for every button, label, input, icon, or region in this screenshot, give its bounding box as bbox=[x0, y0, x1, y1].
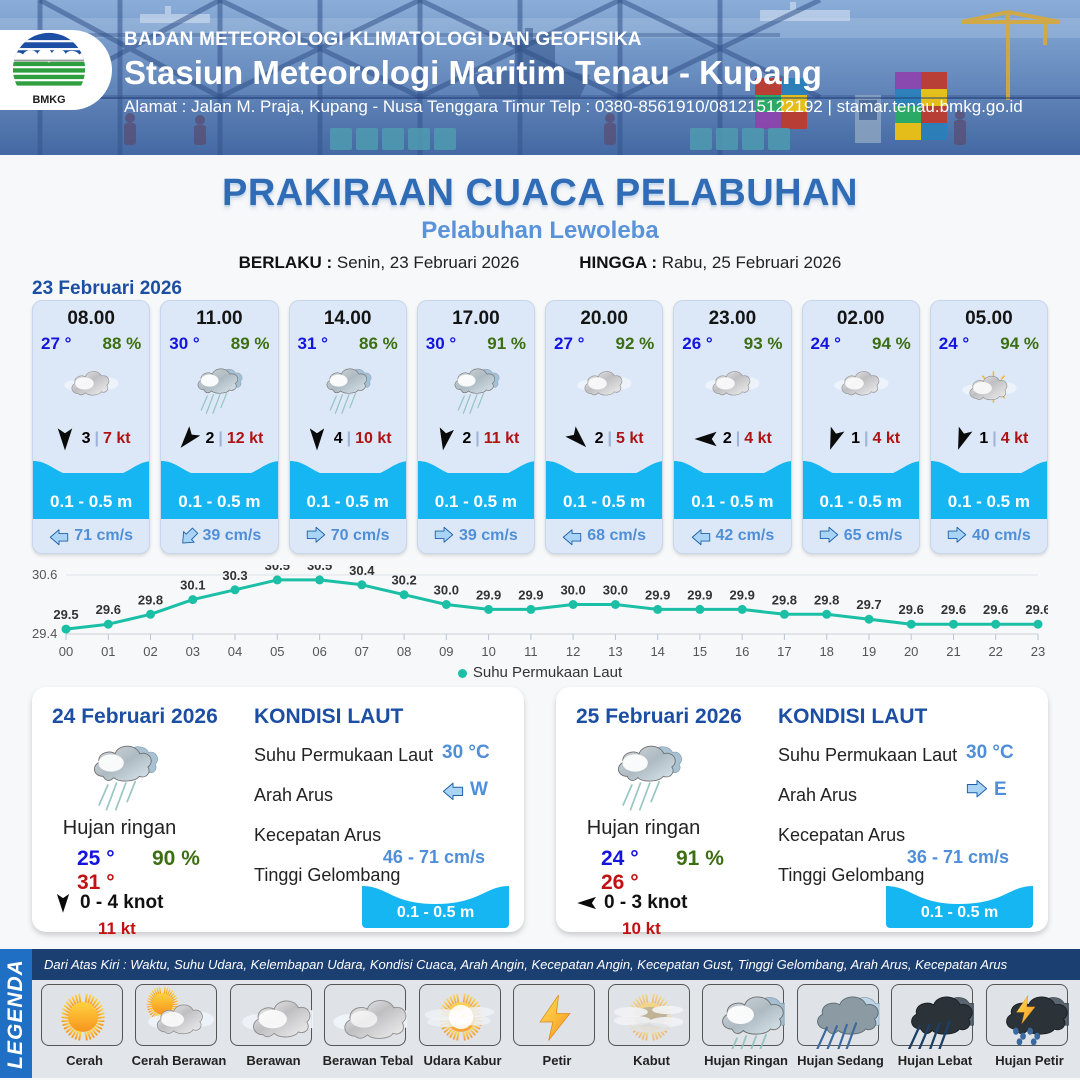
svg-text:29.6: 29.6 bbox=[899, 602, 924, 617]
svg-text:29.6: 29.6 bbox=[1025, 602, 1048, 617]
svg-text:13: 13 bbox=[608, 644, 622, 659]
svg-text:08: 08 bbox=[397, 644, 411, 659]
svg-text:29.6: 29.6 bbox=[983, 602, 1008, 617]
svg-text:01: 01 bbox=[101, 644, 115, 659]
svg-text:12: 12 bbox=[566, 644, 580, 659]
svg-text:23: 23 bbox=[1031, 644, 1045, 659]
svg-text:30.4: 30.4 bbox=[349, 565, 375, 578]
svg-text:11: 11 bbox=[524, 644, 538, 659]
svg-text:29.9: 29.9 bbox=[687, 587, 712, 602]
svg-text:20: 20 bbox=[904, 644, 918, 659]
svg-text:00: 00 bbox=[59, 644, 73, 659]
svg-text:30.0: 30.0 bbox=[603, 583, 628, 598]
svg-text:30.6: 30.6 bbox=[32, 567, 57, 582]
svg-text:19: 19 bbox=[862, 644, 876, 659]
svg-text:29.8: 29.8 bbox=[138, 592, 163, 607]
svg-text:30.3: 30.3 bbox=[222, 568, 247, 583]
svg-text:30.2: 30.2 bbox=[391, 573, 416, 588]
svg-text:29.9: 29.9 bbox=[518, 587, 543, 602]
svg-text:14: 14 bbox=[650, 644, 664, 659]
svg-text:30.5: 30.5 bbox=[265, 565, 290, 573]
svg-text:29.6: 29.6 bbox=[941, 602, 966, 617]
svg-text:18: 18 bbox=[819, 644, 833, 659]
svg-text:29.4: 29.4 bbox=[32, 626, 57, 641]
svg-text:16: 16 bbox=[735, 644, 749, 659]
svg-text:06: 06 bbox=[312, 644, 326, 659]
svg-text:15: 15 bbox=[693, 644, 707, 659]
svg-text:30.1: 30.1 bbox=[180, 578, 205, 593]
svg-text:30.5: 30.5 bbox=[307, 565, 332, 573]
svg-text:29.9: 29.9 bbox=[730, 587, 755, 602]
svg-text:29.9: 29.9 bbox=[476, 587, 501, 602]
svg-text:05: 05 bbox=[270, 644, 284, 659]
svg-text:29.6: 29.6 bbox=[96, 602, 121, 617]
svg-text:29.5: 29.5 bbox=[53, 607, 78, 622]
svg-text:30.0: 30.0 bbox=[434, 583, 459, 598]
svg-text:10: 10 bbox=[481, 644, 495, 659]
svg-text:02: 02 bbox=[143, 644, 157, 659]
svg-text:03: 03 bbox=[186, 644, 200, 659]
svg-text:29.9: 29.9 bbox=[645, 587, 670, 602]
svg-text:29.8: 29.8 bbox=[814, 592, 839, 607]
svg-text:30.0: 30.0 bbox=[560, 583, 585, 598]
svg-text:07: 07 bbox=[355, 644, 369, 659]
svg-text:29.7: 29.7 bbox=[856, 597, 881, 612]
svg-text:09: 09 bbox=[439, 644, 453, 659]
svg-text:04: 04 bbox=[228, 644, 242, 659]
svg-text:BMKG: BMKG bbox=[32, 94, 65, 106]
svg-text:22: 22 bbox=[988, 644, 1002, 659]
svg-text:29.8: 29.8 bbox=[772, 592, 797, 607]
svg-text:17: 17 bbox=[777, 644, 791, 659]
svg-text:21: 21 bbox=[946, 644, 960, 659]
